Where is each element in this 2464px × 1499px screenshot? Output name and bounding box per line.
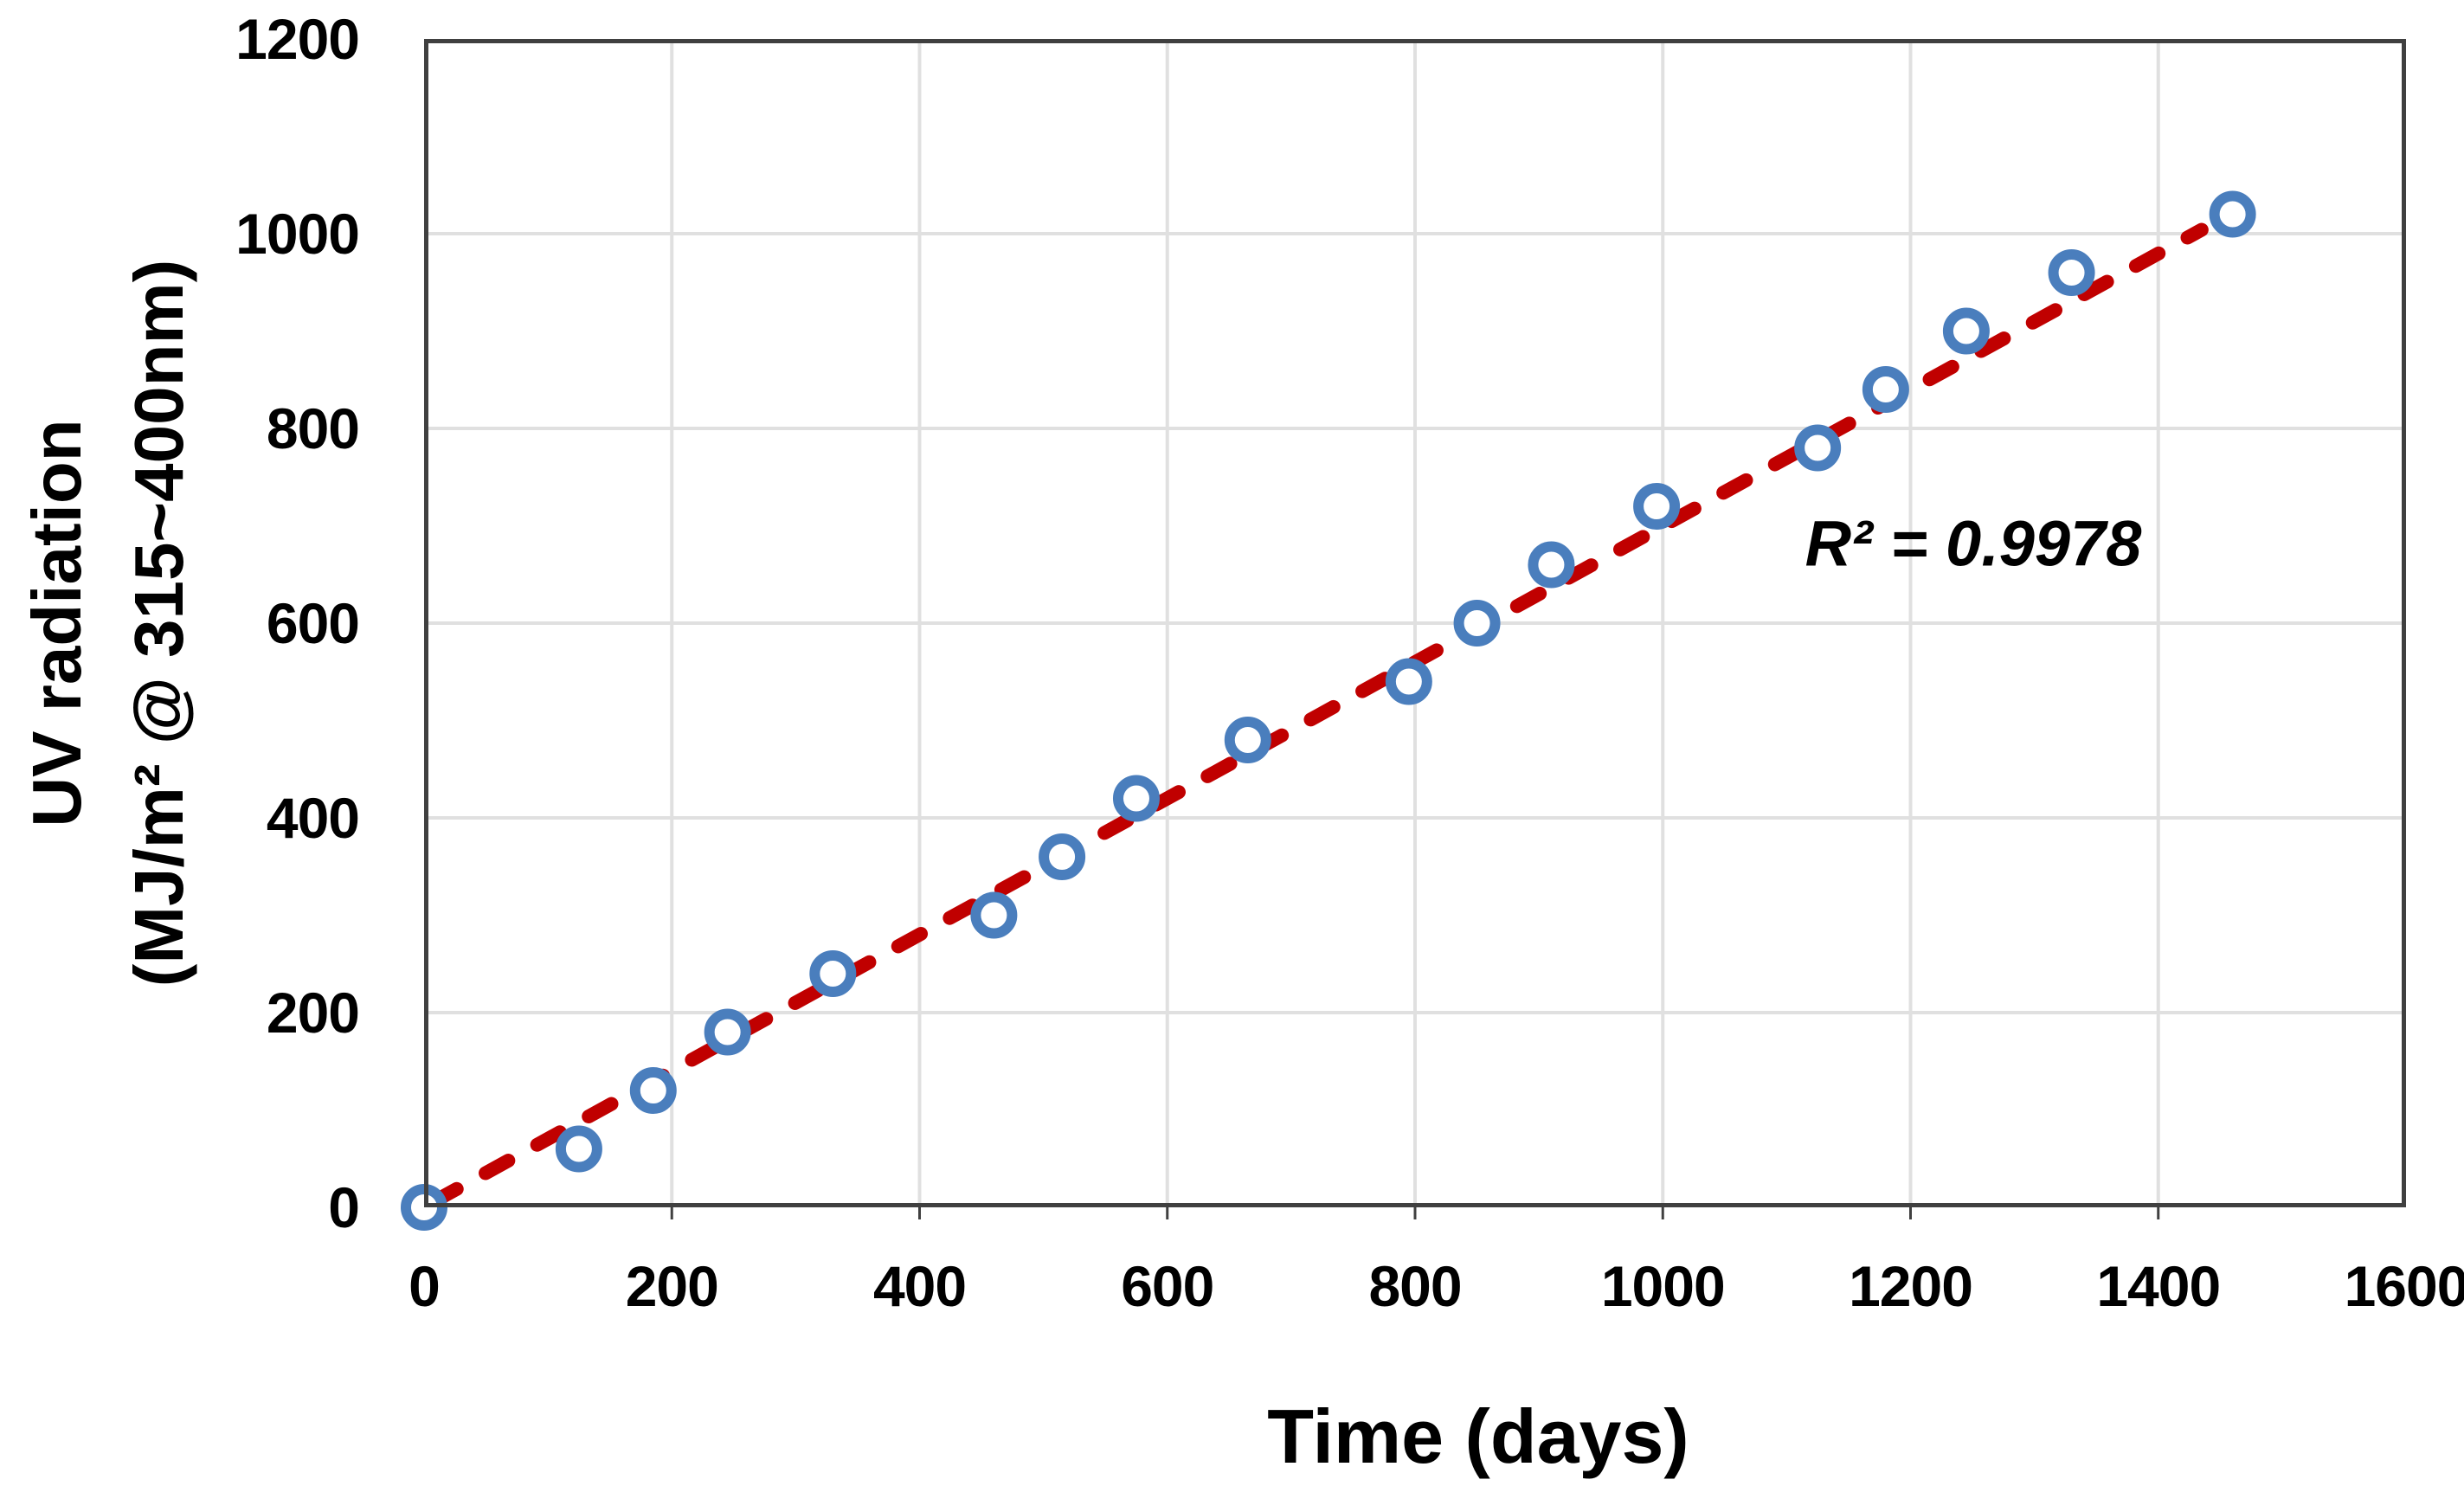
y-tick-label: 400	[266, 786, 360, 850]
data-point-marker	[629, 1067, 677, 1114]
x-tick-label: 1000	[1600, 1254, 1726, 1318]
x-tick-label: 800	[1368, 1254, 1462, 1318]
y-tick-label: 200	[266, 981, 360, 1045]
data-point-marker	[1633, 483, 1681, 530]
x-tick-label: 600	[1121, 1254, 1214, 1318]
data-point-marker	[1039, 833, 1086, 880]
data-point-marker	[704, 1008, 751, 1056]
x-tick-label: 0	[409, 1254, 441, 1318]
data-point-marker	[1942, 307, 1990, 355]
trendline-dashed	[427, 222, 2209, 1209]
data-point-marker	[809, 950, 857, 997]
y-tick-label: 800	[266, 396, 360, 460]
data-point-marker	[1224, 717, 1271, 763]
data-point-marker	[1453, 600, 1501, 647]
y-tick-label: 1000	[235, 202, 360, 266]
scatter-plot-svg	[401, 39, 2406, 1231]
data-point-marker	[1862, 366, 1909, 413]
data-point-marker	[1528, 541, 1575, 589]
data-point-marker	[1385, 658, 1432, 705]
x-tick-label: 400	[872, 1254, 967, 1318]
x-axis-title: Time (days)	[1267, 1393, 1689, 1479]
y-tick-label: 1200	[235, 7, 360, 71]
data-point-marker	[1112, 775, 1160, 822]
y-axis-title-line1: UV radiation	[18, 419, 95, 827]
data-point-marker	[2209, 190, 2256, 238]
plot-border	[424, 39, 2406, 1207]
data-point-marker	[970, 891, 1018, 939]
r-squared-annotation: R² = 0.9978	[1805, 507, 2142, 580]
data-point-marker	[2048, 249, 2095, 296]
data-point-marker	[555, 1125, 602, 1173]
plot-area	[401, 39, 2406, 1231]
x-tick-label: 1400	[2096, 1254, 2221, 1318]
x-tick-label: 1600	[2344, 1254, 2464, 1318]
y-tick-label: 600	[266, 591, 360, 655]
y-tick-label: 0	[328, 1175, 360, 1239]
data-point-marker	[1794, 424, 1842, 472]
x-tick-label: 1200	[1849, 1254, 1973, 1318]
x-tick-label: 200	[625, 1254, 719, 1318]
